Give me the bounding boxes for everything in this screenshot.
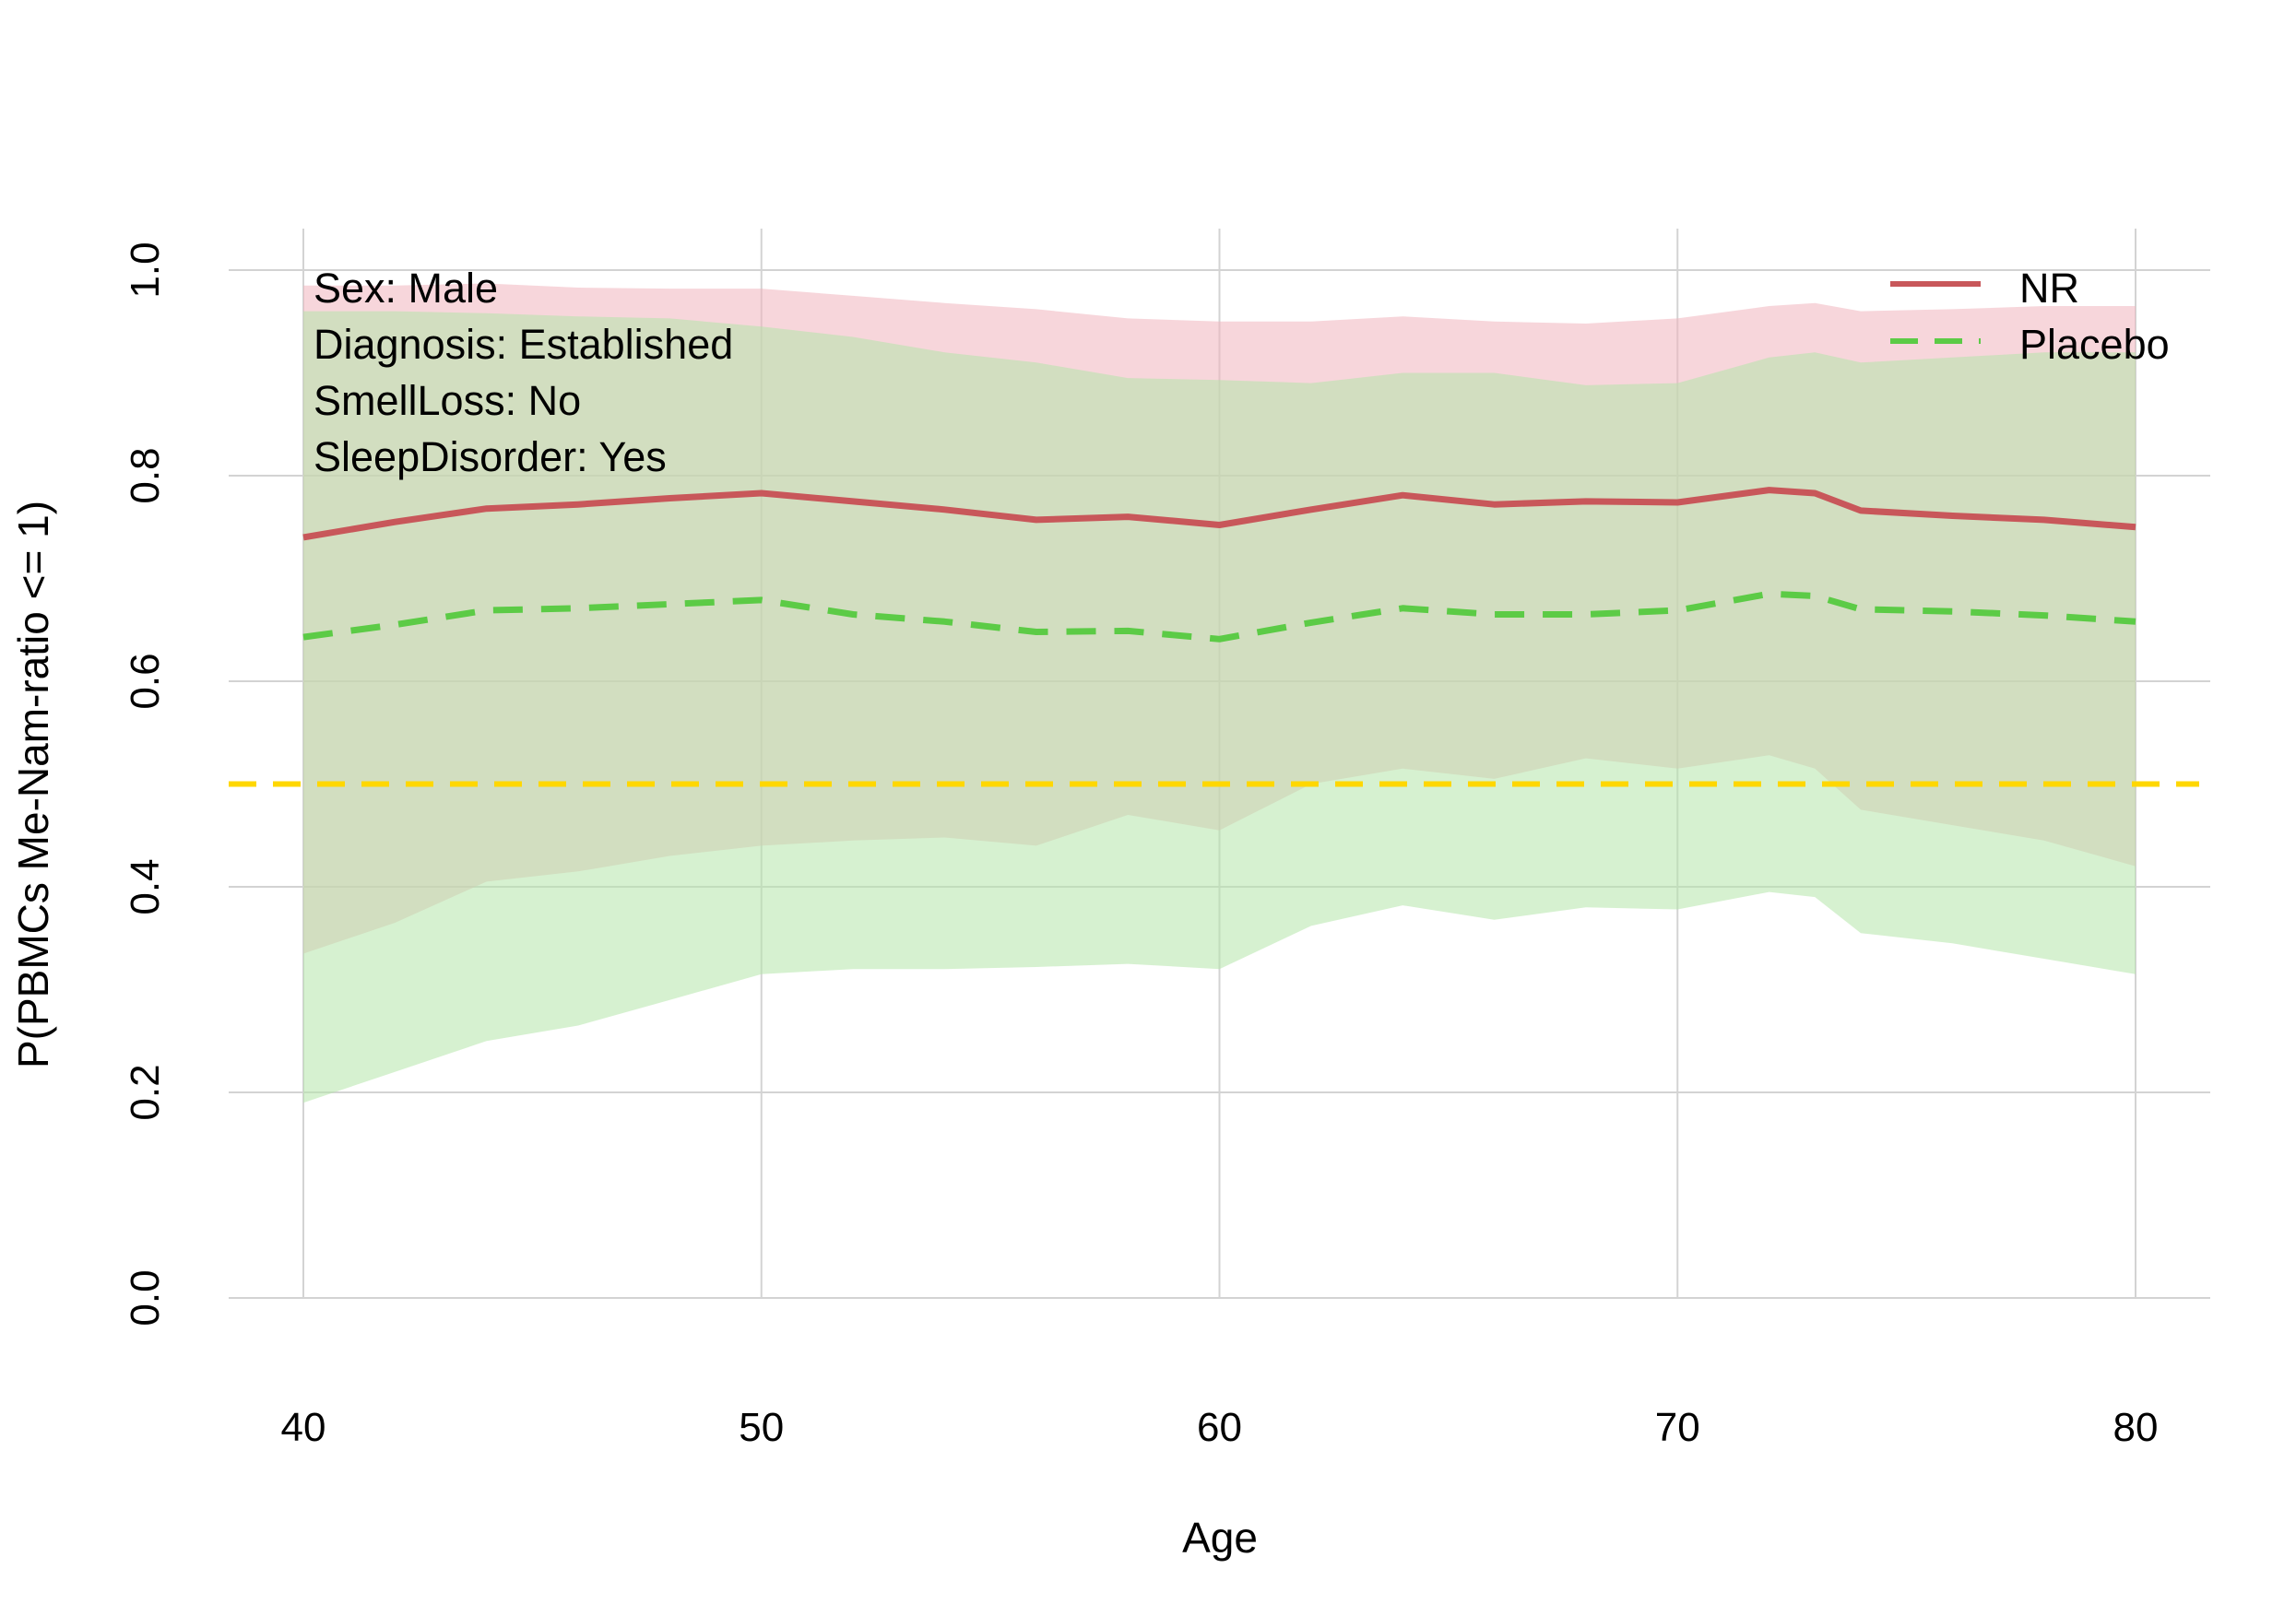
y-tick-label: 0.4: [123, 858, 168, 914]
x-tick-label: 70: [1655, 1405, 1700, 1450]
y-tick-label: 0.8: [123, 447, 168, 503]
y-tick-label: 1.0: [123, 242, 168, 298]
legend: NR Placebo: [1890, 265, 2170, 368]
x-tick-label: 50: [739, 1405, 784, 1450]
x-tick-label: 80: [2113, 1405, 2159, 1450]
legend-label-placebo: Placebo: [2019, 321, 2170, 368]
y-axis-title: P(PBMCs Me-Nam-ratio <= 1): [9, 501, 57, 1068]
annotation-block: Sex: Male Diagnosis: Established SmellLo…: [314, 265, 733, 480]
y-tick-label: 0.6: [123, 653, 168, 709]
series-lines: [229, 487, 2199, 787]
annotation-sleepdisorder: SleepDisorder: Yes: [314, 433, 667, 480]
x-axis-title: Age: [1182, 1514, 1258, 1562]
tick-labels: 0.0 0.2 0.4 0.6 0.8 1.0 40 50 60 70 80: [123, 242, 2158, 1450]
x-tick-label: 60: [1197, 1405, 1242, 1450]
line-nr: [302, 487, 2136, 541]
y-tick-label: 0.0: [123, 1269, 168, 1326]
legend-label-nr: NR: [2019, 265, 2079, 312]
annotation-smellloss: SmellLoss: No: [314, 377, 581, 424]
annotation-sex: Sex: Male: [314, 265, 498, 312]
band-placebo: [303, 311, 2136, 1103]
y-tick-label: 0.2: [123, 1064, 168, 1120]
annotation-diagnosis: Diagnosis: Established: [314, 321, 733, 368]
x-tick-label: 40: [281, 1405, 326, 1450]
line-placebo: [302, 590, 2136, 643]
